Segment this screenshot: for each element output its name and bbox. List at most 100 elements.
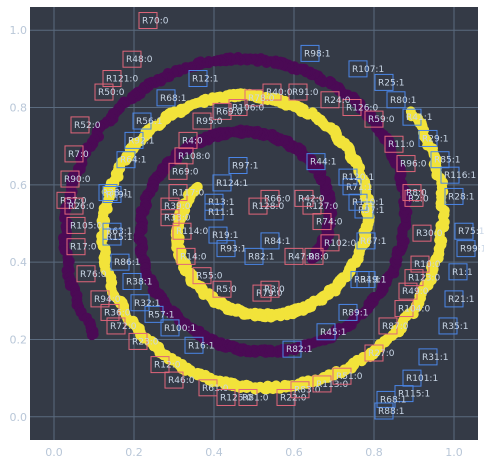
annotation-label: R67:1 bbox=[360, 237, 386, 247]
annotation-label: R34:1 bbox=[354, 276, 380, 286]
x-tick-label: 0.6 bbox=[285, 446, 303, 459]
annotation-label: R68:1 bbox=[160, 94, 186, 104]
annotation-box bbox=[338, 303, 358, 321]
annotation-box bbox=[216, 240, 236, 258]
annotation-label: R46:0 bbox=[168, 376, 195, 386]
annotation-box bbox=[404, 269, 424, 287]
annotation-label: R99:1 bbox=[460, 245, 484, 255]
annotation-label: R29:1 bbox=[422, 134, 448, 144]
annotation-label: R2:0 bbox=[408, 194, 429, 204]
x-tick-label: 0.4 bbox=[205, 446, 223, 459]
annotation-box bbox=[198, 379, 218, 397]
annotation-box bbox=[122, 50, 142, 68]
annotation-label: R97:1 bbox=[358, 206, 384, 216]
annotation-box bbox=[94, 83, 114, 101]
annotation-label: R49:0 bbox=[402, 287, 429, 297]
annotation-label: R72:0 bbox=[110, 322, 137, 332]
y-tick-label: 0.4 bbox=[10, 256, 28, 269]
annotation-label: R50:0 bbox=[98, 88, 125, 98]
annotation-label: R11:1 bbox=[208, 208, 234, 218]
annotation-label: R127:0 bbox=[306, 202, 338, 212]
annotation-label: R92:1 bbox=[128, 136, 154, 146]
annotation-box bbox=[64, 197, 84, 215]
annotation-box bbox=[60, 170, 80, 188]
grid bbox=[30, 7, 478, 440]
annotation-box bbox=[168, 184, 188, 202]
annotation-box bbox=[204, 203, 224, 221]
annotation-box bbox=[212, 174, 232, 192]
annotation-box bbox=[290, 381, 310, 399]
annotation-box bbox=[454, 222, 474, 240]
annotation-box bbox=[456, 240, 476, 258]
annotation-box bbox=[204, 193, 224, 211]
annotation-box bbox=[90, 290, 110, 308]
annotation-label: R104:0 bbox=[398, 305, 430, 315]
annotation-box bbox=[188, 70, 208, 88]
annotation-box bbox=[342, 99, 362, 117]
annotation-box bbox=[192, 267, 212, 285]
annotation-label: R5:0 bbox=[216, 285, 237, 295]
annotation-box bbox=[350, 271, 370, 289]
annotation-box bbox=[192, 112, 212, 130]
annotation-box bbox=[102, 186, 122, 204]
annotation-box bbox=[160, 209, 180, 227]
annotation-label: R57:1 bbox=[148, 310, 174, 320]
annotation-box bbox=[418, 348, 438, 366]
annotation-box bbox=[212, 280, 232, 298]
annotation-label: R66:0 bbox=[264, 194, 291, 204]
annotation-box bbox=[376, 390, 396, 408]
annotation-label: R97:1 bbox=[232, 162, 258, 172]
annotation-label: R115:1 bbox=[398, 390, 430, 400]
annotation-label: R126:0 bbox=[346, 104, 378, 114]
annotation-box bbox=[252, 284, 272, 302]
annotation-box bbox=[364, 110, 384, 128]
annotation-box bbox=[102, 70, 122, 88]
annotation-box bbox=[132, 112, 152, 130]
annotation-box bbox=[394, 300, 414, 318]
annotation-box bbox=[66, 238, 86, 256]
annotation-label: R59:0 bbox=[368, 115, 395, 125]
annotation-label: R98:1 bbox=[304, 49, 330, 59]
annotation-box bbox=[320, 234, 340, 252]
annotation-label: R44:1 bbox=[310, 158, 336, 168]
annotation-box bbox=[402, 184, 422, 202]
x-tick-label: 0.8 bbox=[365, 446, 383, 459]
annotation-box bbox=[178, 131, 198, 149]
annotation-label: R52:0 bbox=[74, 121, 101, 131]
annotation-box bbox=[288, 83, 308, 101]
annotation-label: R100:1 bbox=[164, 324, 196, 334]
annotation-label: R110:1 bbox=[352, 198, 384, 208]
annotation-label: R95:0 bbox=[196, 117, 223, 127]
annotation-label: R69:0 bbox=[172, 167, 199, 177]
annotation-box bbox=[138, 12, 158, 30]
annotation-box bbox=[398, 282, 418, 300]
annotation-box bbox=[404, 189, 424, 207]
annotation-box bbox=[374, 402, 394, 420]
annotation-label: R79:0 bbox=[256, 289, 283, 299]
annotation-box bbox=[332, 367, 352, 385]
annotation-label: R87:0 bbox=[382, 322, 409, 332]
annotation-label: R82:1 bbox=[248, 252, 274, 262]
annotation-label: R91:0 bbox=[292, 88, 319, 98]
axis-ticks: 0.0 0.2 0.4 0.6 0.8 1.0 0.0 0.2 0.4 0.6 0.8 1.0 bbox=[10, 24, 463, 459]
annotation-label: R51:0 bbox=[336, 372, 363, 382]
annotation-label: R96:0 bbox=[400, 160, 427, 170]
annotation-box bbox=[412, 224, 432, 242]
annotation-label: R123:0 bbox=[408, 274, 440, 284]
annotation-label: R76:0 bbox=[80, 270, 107, 280]
annotation-label: R88:1 bbox=[378, 407, 404, 417]
annotation-label: R8:0 bbox=[308, 252, 329, 262]
annotation-box bbox=[364, 344, 384, 362]
annotation-label: R27:0 bbox=[368, 349, 395, 359]
annotation-label: R28:1 bbox=[448, 192, 474, 202]
annotation-box bbox=[378, 317, 398, 335]
annotation-box bbox=[260, 280, 280, 298]
annotation-label: R11:0 bbox=[388, 140, 415, 150]
annotation-label: R32:1 bbox=[134, 299, 160, 309]
annotation-label: R31:1 bbox=[422, 353, 448, 363]
annotation-box bbox=[244, 89, 264, 107]
annotation-label: R75:1 bbox=[458, 227, 484, 237]
annotation-label: R10:0 bbox=[414, 260, 441, 270]
annotation-label: R38:1 bbox=[126, 277, 152, 287]
annotation-box bbox=[244, 247, 264, 265]
